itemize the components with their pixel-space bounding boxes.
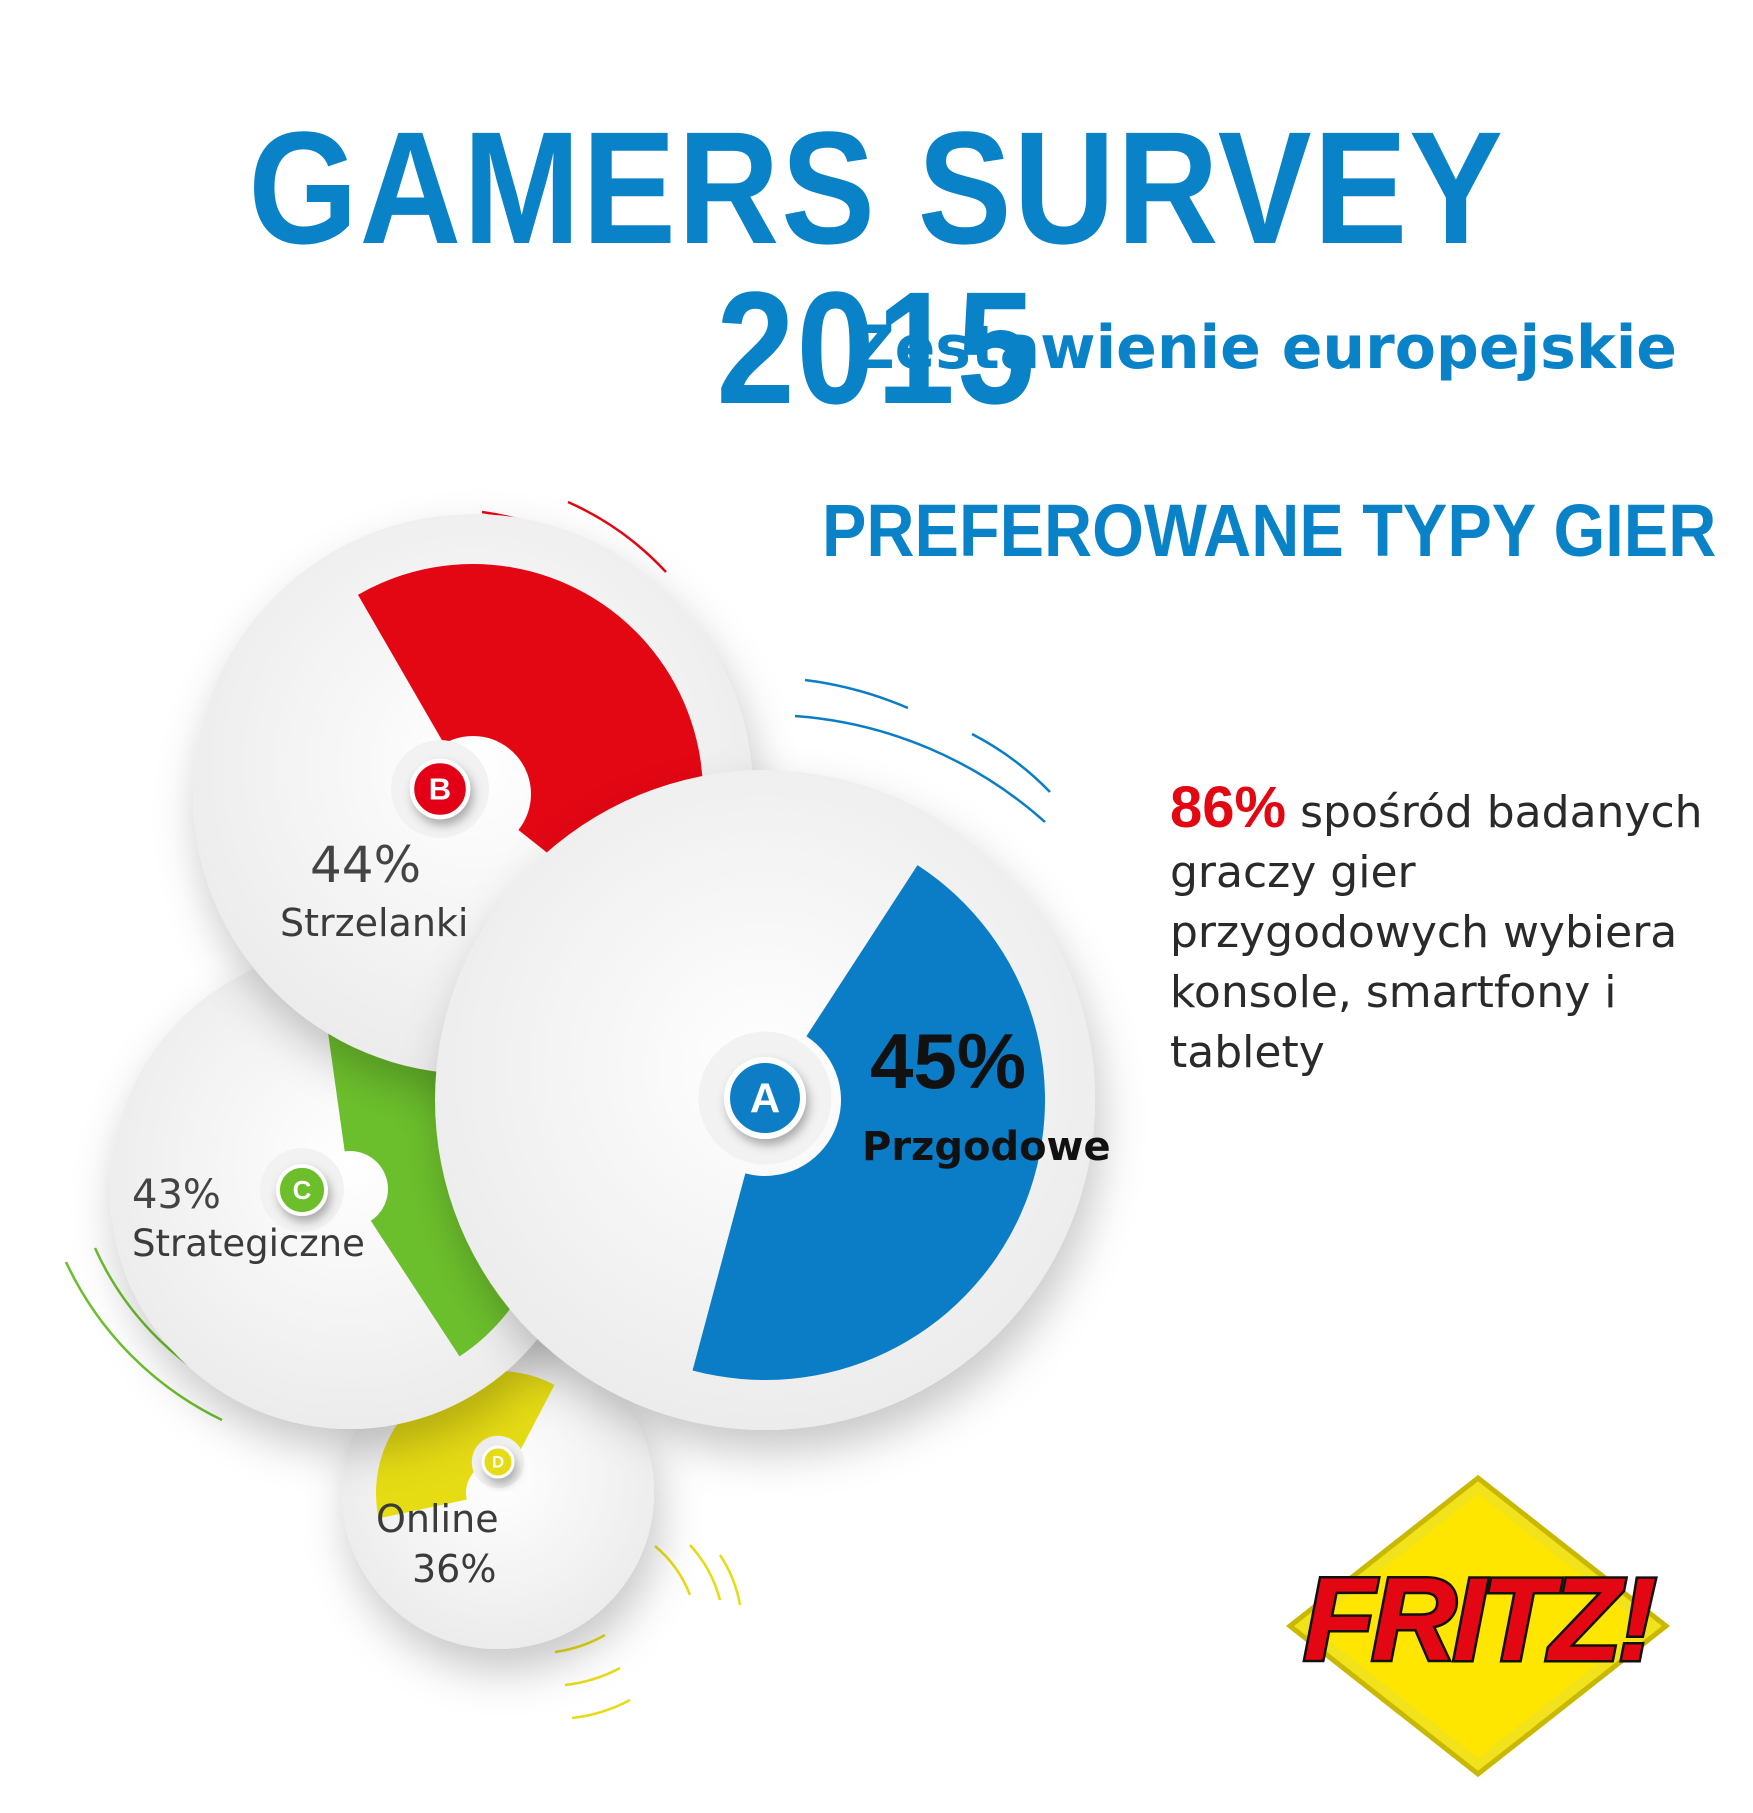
category-label-c: Strategiczne <box>132 1222 365 1265</box>
section-title: PREFEROWANE TYPY GIER <box>822 489 1717 572</box>
disc-a: A <box>435 770 1095 1430</box>
note-highlight: 86% <box>1170 775 1287 840</box>
badge-b <box>409 758 471 820</box>
page-subtitle: Zestawienie europejskie <box>851 313 1677 383</box>
value-label-a: 45% <box>870 1017 1026 1105</box>
value-label-b: 44% <box>310 836 421 894</box>
fritz-logo-text: FRITZ! <box>1303 1554 1655 1686</box>
page-title: GAMERS SURVEY 2015 <box>248 98 1505 437</box>
badge-letter-c: C <box>293 1175 312 1205</box>
badge-letter-d: D <box>492 1453 504 1472</box>
fritz-logo: FRITZ! <box>1285 1474 1671 1778</box>
category-label-d: Online <box>376 1497 499 1541</box>
badge-letter-b: B <box>429 772 451 807</box>
badge-a <box>723 1056 807 1140</box>
value-label-c: 43% <box>132 1172 221 1218</box>
note-text: spośród badanych graczy gier przygodowyc… <box>1170 787 1703 1078</box>
badge-letter-a: A <box>750 1074 780 1121</box>
category-label-a: Przgodowe <box>862 1124 1111 1170</box>
badge-c <box>276 1164 328 1216</box>
survey-note: 86% spośród badanych graczy gier przygod… <box>1170 778 1730 1083</box>
badge-d <box>481 1445 515 1479</box>
slice-a <box>692 865 1045 1380</box>
value-label-d: 36% <box>412 1547 496 1591</box>
category-label-b: Strzelanki <box>280 901 468 945</box>
